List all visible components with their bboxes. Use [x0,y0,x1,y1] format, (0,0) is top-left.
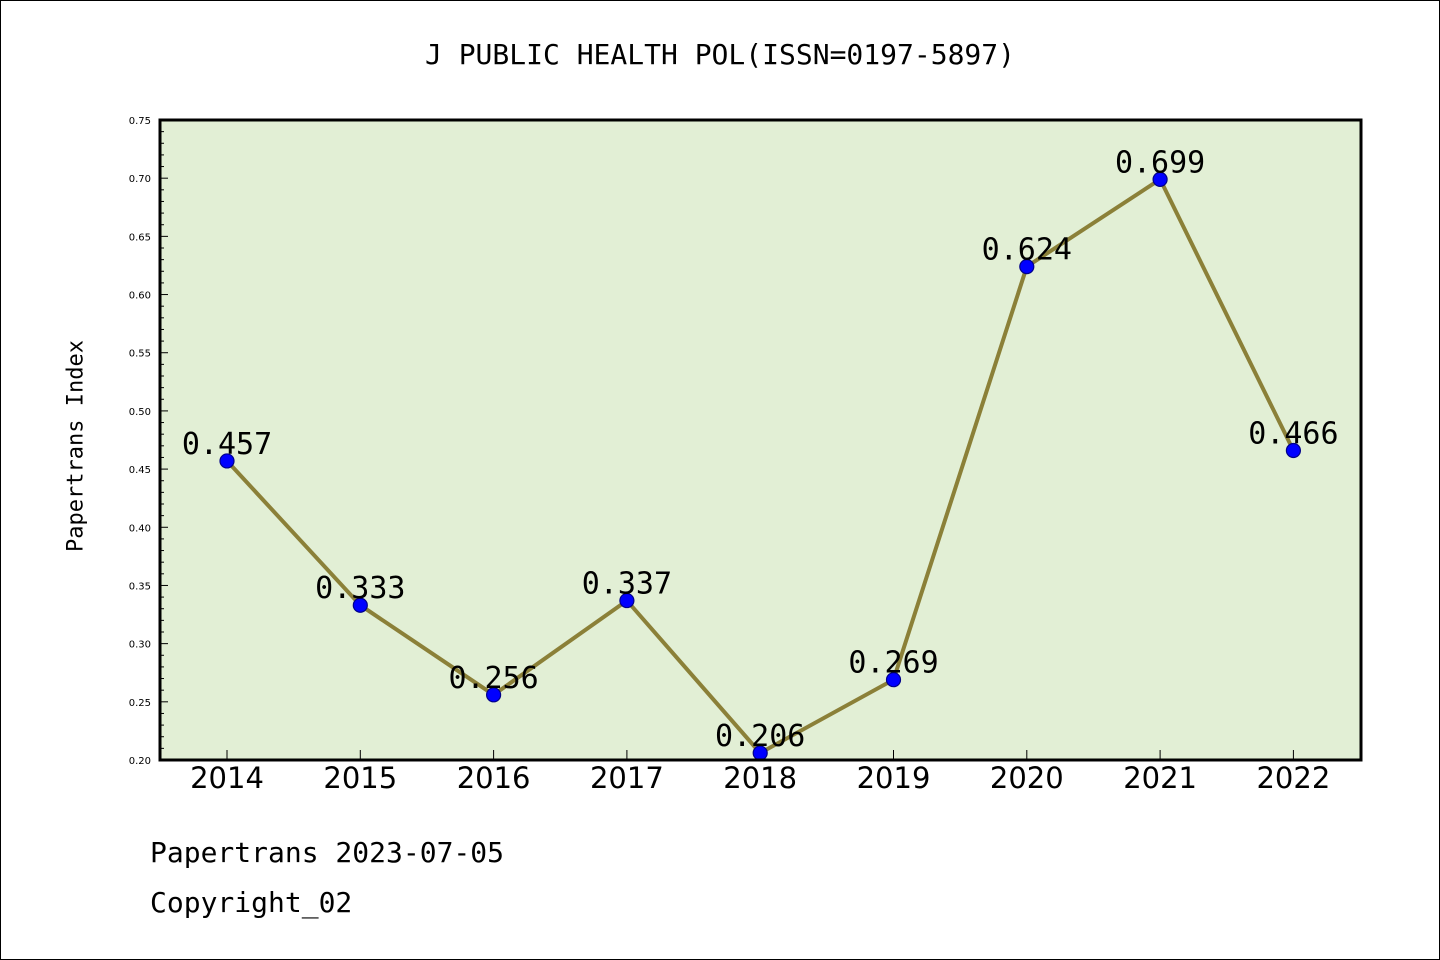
footer-date: Papertrans 2023-07-05 [150,836,505,869]
y-tick-label: 0.40 [129,523,151,534]
data-label: 0.337 [582,567,672,602]
data-point [1019,259,1035,275]
y-tick-label: 0.30 [129,640,151,651]
data-point [352,597,368,613]
x-tick-label: 2014 [190,761,264,795]
footer-copyright: Copyright_02 [150,886,353,919]
x-tick-label: 2015 [323,761,397,795]
data-label: 0.333 [315,571,405,606]
data-point [486,687,502,703]
y-tick-label: 0.35 [129,581,151,592]
y-tick-label: 0.55 [129,349,151,360]
data-label: 0.466 [1248,416,1338,451]
data-point [1152,171,1168,187]
y-tick-label: 0.45 [129,465,151,476]
x-tick-label: 2020 [990,761,1064,795]
x-tick-label: 2021 [1123,761,1197,795]
x-tick-label: 2019 [857,761,931,795]
plot-border [158,118,1363,762]
data-point [1285,442,1302,459]
data-label: 0.699 [1115,145,1205,180]
y-tick-label: 0.65 [129,232,151,243]
y-tick-label: 0.25 [129,698,151,709]
chart-title: J PUBLIC HEALTH POL(ISSN=0197-5897) [424,38,1015,71]
x-tick-label: 2017 [590,761,664,795]
plot-area [160,120,1361,760]
x-tick-label: 2016 [457,761,531,795]
y-tick-label: 0.75 [129,116,151,127]
x-axis: 2014 2015 2016 2017 2018 2019 2020 2021 2022 [190,750,1330,795]
data-point [885,672,902,688]
data-label: 0.269 [848,646,938,681]
x-tick-label: 2018 [723,761,797,795]
y-tick-label: 0.20 [129,756,151,767]
data-point [619,592,635,609]
x-tick-label: 2022 [1256,761,1330,795]
data-point [219,453,235,469]
y-tick-label: 0.50 [129,407,151,418]
y-tick-label: 0.70 [129,174,151,185]
data-labels: 0.457 0.333 0.256 0.337 0.206 0.269 0.624 0.699… [182,145,1339,754]
data-label: 0.457 [182,427,272,462]
y-tick-label: 0.60 [129,291,151,302]
data-label: 0.256 [448,661,538,696]
data-label: 0.624 [982,233,1072,268]
data-label: 0.206 [715,719,805,754]
